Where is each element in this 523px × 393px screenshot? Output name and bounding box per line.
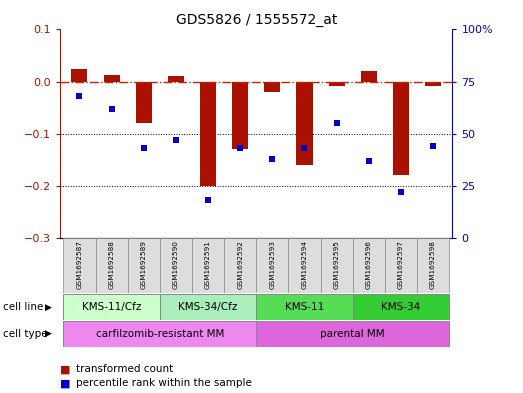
Bar <box>135 81 152 123</box>
Text: GSM1692588: GSM1692588 <box>109 240 115 288</box>
Bar <box>256 294 353 320</box>
Bar <box>160 238 192 293</box>
Text: GSM1692591: GSM1692591 <box>205 240 211 288</box>
Point <box>107 105 116 112</box>
Text: GSM1692594: GSM1692594 <box>301 240 308 288</box>
Bar <box>385 238 417 293</box>
Bar <box>361 71 377 81</box>
Text: transformed count: transformed count <box>76 364 173 375</box>
Bar <box>72 68 87 81</box>
Point <box>365 158 373 164</box>
Point <box>333 120 341 126</box>
Point <box>140 145 148 151</box>
Point <box>172 137 180 143</box>
Bar <box>417 238 449 293</box>
Text: GSM1692587: GSM1692587 <box>76 240 83 288</box>
Text: GSM1692597: GSM1692597 <box>398 240 404 288</box>
Text: ■: ■ <box>60 364 71 375</box>
Point <box>397 189 405 195</box>
Text: percentile rank within the sample: percentile rank within the sample <box>76 378 252 388</box>
Bar <box>264 81 280 92</box>
Text: GSM1692589: GSM1692589 <box>141 240 147 288</box>
Bar <box>63 321 256 347</box>
Point <box>429 143 437 149</box>
Bar <box>321 238 353 293</box>
Text: KMS-11: KMS-11 <box>285 302 324 312</box>
Text: GSM1692593: GSM1692593 <box>269 240 275 288</box>
Bar <box>63 238 96 293</box>
Bar <box>288 238 321 293</box>
Point <box>75 93 84 99</box>
Point <box>204 197 212 204</box>
Text: KMS-11/Cfz: KMS-11/Cfz <box>82 302 141 312</box>
Bar <box>200 81 216 185</box>
Text: KMS-34/Cfz: KMS-34/Cfz <box>178 302 238 312</box>
Bar <box>256 321 449 347</box>
Bar <box>297 81 313 165</box>
Text: cell line: cell line <box>3 302 43 312</box>
Text: parental MM: parental MM <box>321 329 385 339</box>
Text: GSM1692596: GSM1692596 <box>366 240 372 288</box>
Text: carfilzomib-resistant MM: carfilzomib-resistant MM <box>96 329 224 339</box>
Text: GSM1692592: GSM1692592 <box>237 240 243 288</box>
Text: ■: ■ <box>60 378 71 388</box>
Text: GSM1692598: GSM1692598 <box>430 240 436 288</box>
Bar <box>232 81 248 149</box>
Bar <box>128 238 160 293</box>
Point <box>300 145 309 151</box>
Text: GSM1692595: GSM1692595 <box>334 240 339 288</box>
Bar <box>425 81 441 86</box>
Point <box>236 145 244 151</box>
Bar <box>353 238 385 293</box>
Bar <box>256 238 288 293</box>
Point <box>268 156 277 162</box>
Bar <box>63 294 160 320</box>
Text: ▶: ▶ <box>45 329 52 338</box>
Bar <box>192 238 224 293</box>
Bar <box>328 81 345 86</box>
Text: KMS-34: KMS-34 <box>381 302 420 312</box>
Text: ▶: ▶ <box>45 303 52 311</box>
Bar <box>353 294 449 320</box>
Text: GSM1692590: GSM1692590 <box>173 240 179 288</box>
Bar <box>168 76 184 81</box>
Text: cell type: cell type <box>3 329 47 339</box>
Bar <box>224 238 256 293</box>
Bar <box>393 81 409 175</box>
Bar <box>104 75 120 81</box>
Bar <box>160 294 256 320</box>
Title: GDS5826 / 1555572_at: GDS5826 / 1555572_at <box>176 13 337 27</box>
Bar <box>96 238 128 293</box>
